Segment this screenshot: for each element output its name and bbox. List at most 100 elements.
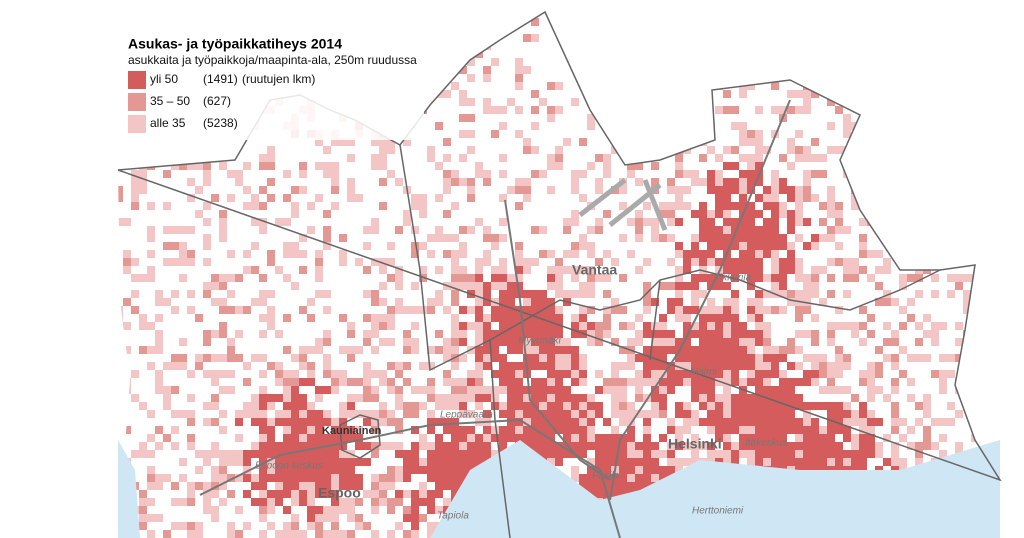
density-cell [907, 426, 915, 434]
density-cell [147, 410, 155, 418]
density-cell [539, 426, 547, 434]
density-cell [118, 394, 123, 402]
density-cell [547, 378, 555, 386]
density-cell [915, 274, 923, 282]
density-cell [939, 202, 947, 210]
density-cell [747, 402, 755, 410]
density-cell [195, 530, 203, 538]
density-cell [771, 242, 779, 250]
density-cell [931, 338, 939, 346]
density-cell [451, 338, 459, 346]
density-cell [771, 418, 779, 426]
density-cell [411, 338, 419, 346]
density-cell [723, 194, 731, 202]
density-cell [795, 314, 803, 322]
density-cell [707, 274, 715, 282]
density-cell [507, 418, 515, 426]
density-cell [443, 210, 451, 218]
density-cell [835, 74, 843, 82]
density-cell [835, 258, 843, 266]
density-cell [843, 226, 851, 234]
density-cell [467, 394, 475, 402]
density-cell [571, 442, 579, 450]
density-cell [715, 186, 723, 194]
density-cell [947, 402, 955, 410]
density-cell [171, 242, 179, 250]
density-cell [251, 354, 259, 362]
density-cell [515, 394, 523, 402]
density-cell [259, 402, 267, 410]
density-cell [475, 258, 483, 266]
density-cell [643, 66, 651, 74]
density-cell [139, 274, 147, 282]
density-cell [435, 402, 443, 410]
density-cell [147, 12, 155, 18]
density-cell [1003, 442, 1011, 450]
density-cell [147, 482, 155, 490]
density-cell [395, 226, 403, 234]
density-cell [251, 498, 259, 506]
density-cell [739, 258, 747, 266]
density-cell [603, 306, 611, 314]
density-cell [475, 218, 483, 226]
density-cell [835, 226, 843, 234]
density-cell [571, 434, 579, 442]
density-cell [355, 434, 363, 442]
density-cell [803, 98, 811, 106]
density-cell [355, 458, 363, 466]
density-cell [443, 402, 451, 410]
density-cell [123, 322, 131, 330]
density-cell [643, 426, 651, 434]
density-cell [211, 474, 219, 482]
density-cell [243, 466, 251, 474]
density-cell [491, 274, 499, 282]
density-cell [283, 386, 291, 394]
density-cell [843, 130, 851, 138]
density-cell [899, 146, 907, 154]
density-cell [259, 498, 267, 506]
density-cell [259, 506, 267, 514]
density-cell [427, 522, 435, 530]
density-cell [251, 402, 259, 410]
density-cell [371, 138, 379, 146]
density-cell [611, 114, 619, 122]
density-cell [643, 378, 651, 386]
density-cell [299, 362, 307, 370]
density-cell [923, 66, 931, 74]
density-cell [331, 162, 339, 170]
density-cell [859, 410, 867, 418]
density-cell [723, 210, 731, 218]
density-cell [307, 466, 315, 474]
density-cell [419, 12, 427, 18]
density-cell [283, 506, 291, 514]
density-cell [571, 426, 579, 434]
density-cell [555, 258, 563, 266]
density-cell [219, 306, 227, 314]
density-cell [763, 354, 771, 362]
density-cell [275, 450, 283, 458]
density-cell [507, 298, 515, 306]
density-cell [587, 394, 595, 402]
density-cell [555, 370, 563, 378]
density-cell [315, 18, 323, 26]
density-cell [699, 250, 707, 258]
density-cell [467, 378, 475, 386]
density-cell [118, 66, 123, 74]
density-cell [899, 66, 907, 74]
density-cell [595, 218, 603, 226]
density-cell [691, 210, 699, 218]
density-cell [803, 450, 811, 458]
density-cell [467, 146, 475, 154]
density-cell [227, 194, 235, 202]
density-cell [371, 298, 379, 306]
density-cell [155, 378, 163, 386]
density-cell [523, 298, 531, 306]
density-cell [507, 346, 515, 354]
density-cell [675, 458, 683, 466]
density-cell [771, 258, 779, 266]
density-cell [827, 234, 835, 242]
density-cell [118, 162, 123, 170]
density-cell [563, 386, 571, 394]
density-cell [947, 194, 955, 202]
density-cell [299, 18, 307, 26]
